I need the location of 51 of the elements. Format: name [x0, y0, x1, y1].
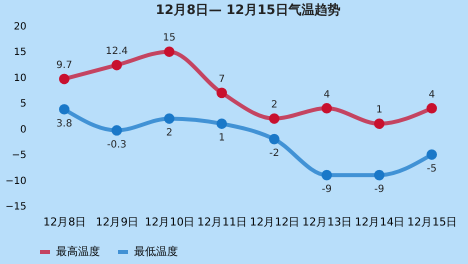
point	[322, 103, 332, 114]
chart-title: 12月8日— 12月15日气温趋势	[156, 2, 340, 18]
data-label: 9.7	[56, 60, 72, 71]
y-tick-label: −5	[12, 150, 26, 162]
data-label: 3.8	[56, 118, 72, 130]
legend-label: 最低温度	[134, 245, 178, 258]
point	[269, 134, 280, 144]
data-label: -0.3	[106, 139, 127, 150]
point	[112, 125, 122, 136]
x-tick-label: 12月11日	[197, 216, 248, 228]
y-tick-label: 0	[20, 124, 26, 136]
data-label: -2	[269, 148, 280, 160]
y-tick-label: −15	[5, 202, 26, 212]
x-tick-label: 12月10日	[144, 216, 195, 228]
y-tick-label: 20	[14, 22, 26, 32]
y-tick-label: 10	[14, 72, 26, 84]
x-tick-label: 12月13日	[302, 216, 352, 228]
data-label: -9	[322, 184, 332, 196]
point	[269, 113, 280, 124]
point	[426, 149, 437, 160]
x-tick-label: 12月12日	[250, 216, 300, 228]
data-label: -9	[374, 184, 384, 196]
data-label: 15	[162, 32, 176, 44]
data-label: 7	[218, 74, 225, 85]
x-tick-label: 12月15日	[407, 216, 458, 228]
y-tick-label: 5	[20, 98, 26, 110]
legend-label: 最高温度	[56, 245, 100, 258]
y-tick-label: −10	[5, 176, 26, 187]
data-label: 1	[218, 132, 225, 144]
data-label: 1	[376, 104, 382, 116]
point	[164, 46, 174, 57]
data-label: 4	[324, 89, 330, 100]
point	[59, 74, 70, 84]
data-label: -5	[426, 164, 437, 175]
point	[216, 88, 227, 98]
point	[374, 170, 384, 180]
data-label: 12.4	[106, 46, 128, 58]
point	[374, 118, 384, 129]
data-label: 4	[428, 89, 435, 100]
data-label: 2	[271, 100, 278, 111]
x-tick-label: 12月8日	[43, 216, 86, 228]
point	[164, 113, 174, 124]
point	[59, 104, 70, 115]
point	[426, 103, 437, 114]
y-tick-label: 15	[14, 47, 26, 58]
x-tick-label: 12月9日	[96, 216, 139, 228]
x-tick-label: 12月14日	[354, 216, 405, 228]
point	[322, 170, 332, 180]
point	[112, 60, 122, 70]
point	[216, 118, 227, 129]
data-label: 2	[166, 128, 172, 139]
